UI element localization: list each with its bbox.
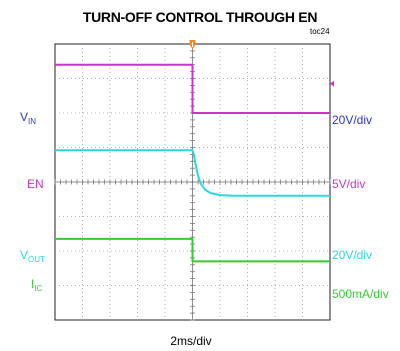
channel-name-subscript: OUT [28,255,45,264]
channel-name-subscript: IN [28,117,37,126]
time-scale-label: 2ms/div [170,334,212,348]
channel-scale-vin: 20V/div [332,113,373,127]
channel-name-main: EN [27,177,44,191]
trace-vout [55,149,330,197]
channel-scale-iic: 500mA/div [332,287,389,301]
figure-id: toc24 [310,27,330,36]
channel-scale-vout: 20V/div [332,248,373,262]
trace-iic [55,237,330,263]
channel-name-vout: VOUT [20,249,45,264]
trigger-level-marker [330,80,334,87]
channel-name-vin: VIN [20,111,36,126]
channel-name-main: V [20,110,29,124]
trace-en [55,63,330,114]
channel-name-main: V [20,248,29,262]
channel-scale-en: 5V/div [332,177,366,191]
channel-name-en: EN [27,178,44,190]
chart-title: TURN-OFF CONTROL THROUGH EN [82,9,318,25]
traces [55,63,330,263]
channel-name-subscript: IC [34,284,43,293]
markers [189,40,334,87]
channel-name-main: I [31,277,35,291]
channel-name-iic: IIC [31,278,42,293]
